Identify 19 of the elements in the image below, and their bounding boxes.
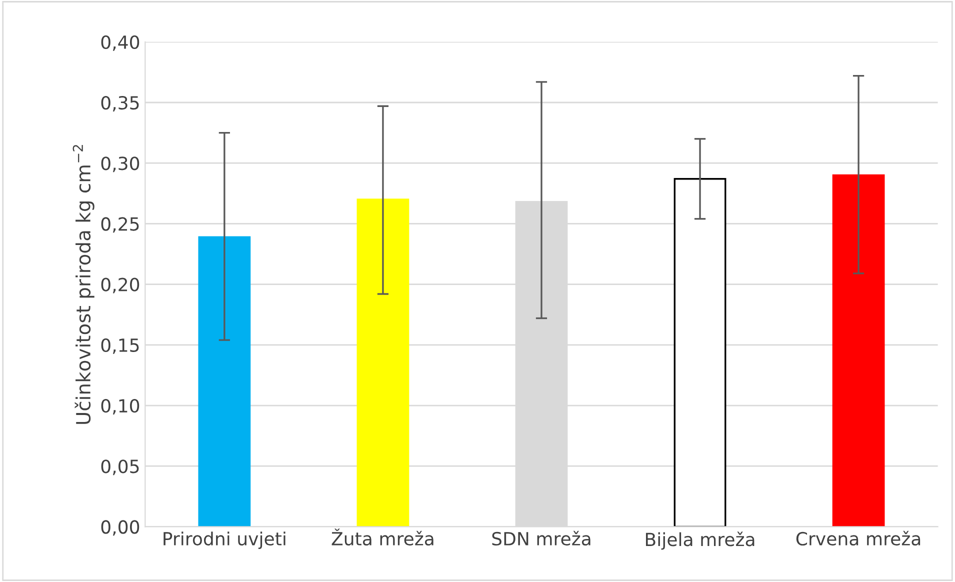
bar	[832, 174, 885, 527]
x-tick-label: Bijela mreža	[646, 532, 754, 550]
bar	[356, 198, 410, 527]
y-tick-label: 0,05	[101, 460, 139, 476]
y-tick-label: 0,15	[101, 338, 139, 354]
bar	[674, 178, 726, 527]
bar	[198, 236, 251, 527]
y-tick-label: 0,35	[101, 96, 139, 112]
x-tick-label: Žuta mreža	[332, 528, 434, 546]
y-tick-label: 0,40	[101, 35, 140, 51]
x-tick-label: Crvena mreža	[796, 530, 920, 546]
y-axis-title: Učinkovitost priroda kg cm$^{−2}$	[72, 145, 94, 424]
y-tick-label: 0,10	[101, 398, 140, 414]
x-tick-label: SDN mreža	[492, 530, 590, 546]
y-tick-label: 0,00	[101, 520, 140, 536]
x-tick-label: Prirodni uvjeti	[164, 532, 286, 550]
y-tick-label: 0,25	[101, 217, 139, 233]
y-tick-label: 0,20	[101, 278, 140, 294]
y-tick-label: 0,30	[101, 156, 140, 172]
